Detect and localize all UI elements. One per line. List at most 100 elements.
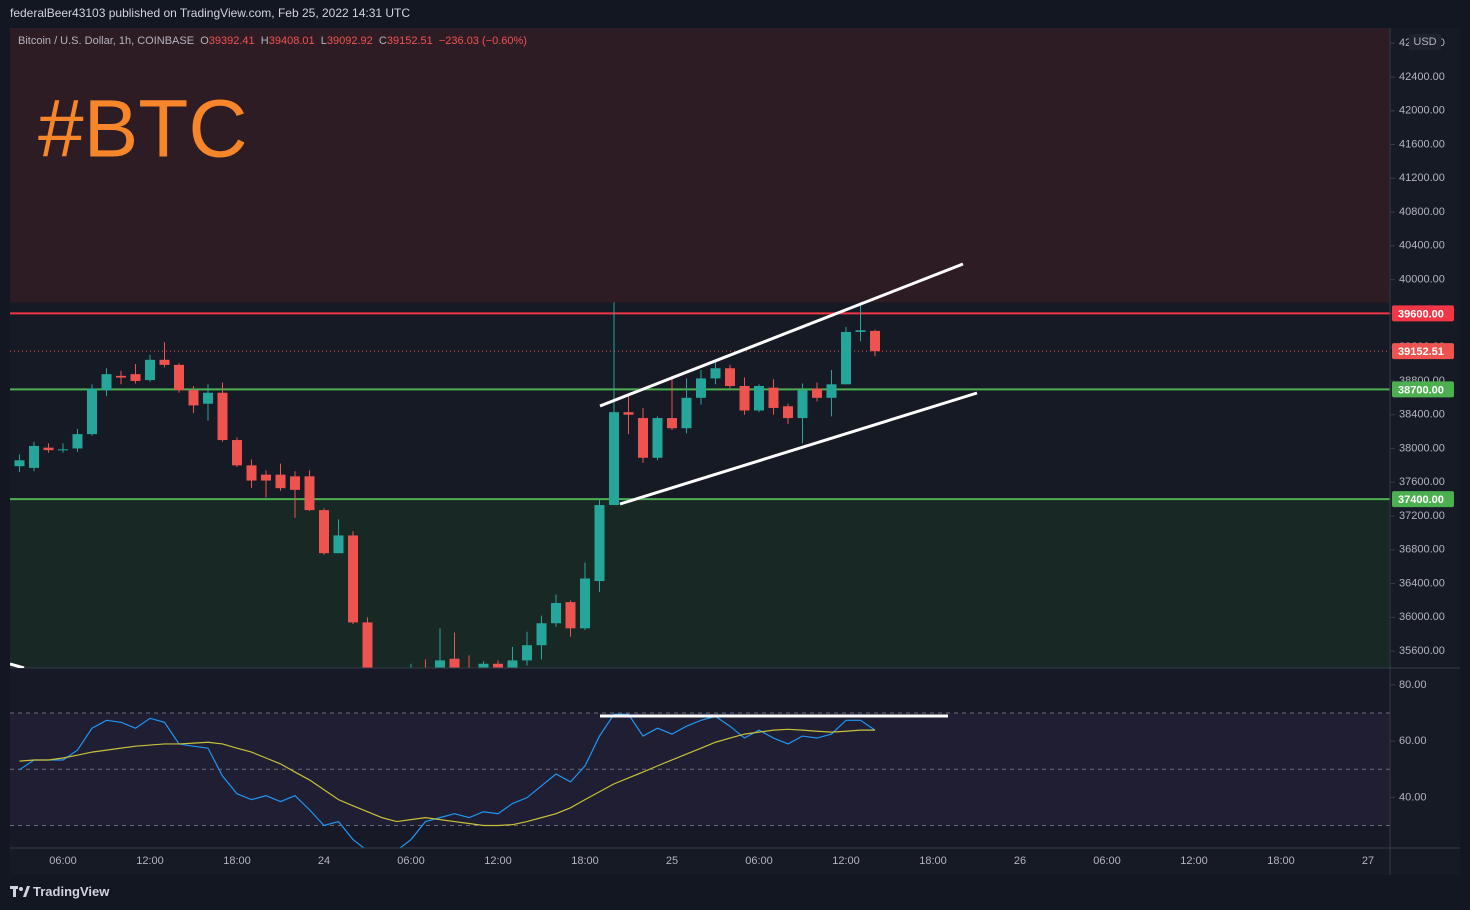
x-tick-label: 18:00 bbox=[223, 855, 251, 867]
zone bbox=[10, 28, 1390, 303]
candle-body bbox=[739, 385, 750, 411]
y-tick-label: 36400.00 bbox=[1399, 577, 1445, 589]
x-tick-label: 24 bbox=[318, 855, 330, 867]
candle-body bbox=[536, 623, 547, 646]
price-label-box bbox=[1392, 381, 1454, 398]
candle-body bbox=[130, 374, 141, 381]
candle-body bbox=[449, 658, 460, 668]
change: −236.03 (−0.60%) bbox=[438, 35, 527, 47]
candle-body bbox=[855, 330, 866, 332]
price-label-box bbox=[1392, 491, 1454, 508]
y-tick-label: 40000.00 bbox=[1399, 274, 1445, 286]
candle-body bbox=[145, 359, 155, 381]
y-tick-label: 36800.00 bbox=[1399, 544, 1445, 556]
candle-body bbox=[261, 474, 271, 481]
candle-body bbox=[188, 390, 199, 406]
candle-body bbox=[522, 645, 532, 661]
candle-body bbox=[652, 418, 663, 458]
x-tick-label: 27 bbox=[1362, 855, 1374, 867]
currency-box bbox=[1409, 34, 1441, 50]
candle-body bbox=[72, 434, 83, 449]
candle-body bbox=[232, 440, 242, 466]
candle-body bbox=[43, 447, 54, 451]
price-label: 37400.00 bbox=[1398, 494, 1444, 506]
ohlc-letter: C bbox=[378, 35, 387, 47]
y-tick-label: 40800.00 bbox=[1399, 206, 1445, 218]
candle-body bbox=[493, 663, 503, 668]
candle-body bbox=[797, 390, 808, 419]
price-label-box bbox=[1392, 343, 1454, 360]
x-tick-label: 06:00 bbox=[745, 855, 773, 867]
candle-body bbox=[623, 412, 634, 415]
indicator-line bbox=[19, 713, 876, 848]
zone bbox=[10, 499, 1390, 668]
candle-body bbox=[58, 449, 68, 451]
candle-body bbox=[594, 505, 605, 582]
x-tick-label: 18:00 bbox=[1267, 855, 1295, 867]
indicator-band bbox=[10, 713, 1390, 826]
candle-body bbox=[696, 378, 706, 398]
x-tick-label: 18:00 bbox=[571, 855, 599, 867]
candle-body bbox=[507, 660, 518, 668]
candle-body bbox=[551, 602, 561, 624]
y-tick-label: 41600.00 bbox=[1399, 138, 1445, 150]
candle-body bbox=[638, 418, 648, 458]
x-tick-label: 12:00 bbox=[832, 855, 860, 867]
y-tick-label: 36000.00 bbox=[1399, 611, 1445, 623]
x-tick-label: 06:00 bbox=[49, 855, 77, 867]
y-tick-label: 35600.00 bbox=[1399, 645, 1445, 657]
candle-body bbox=[478, 663, 489, 668]
candle-body bbox=[667, 418, 677, 429]
y-tick-label: 60.00 bbox=[1399, 735, 1427, 747]
x-tick-label: 06:00 bbox=[1093, 855, 1121, 867]
ohlc-letter: H bbox=[260, 35, 269, 47]
x-tick-label: 12:00 bbox=[136, 855, 164, 867]
candle-body bbox=[768, 387, 779, 408]
candle-body bbox=[333, 535, 344, 554]
high-value: 39408.01 bbox=[268, 35, 315, 47]
candle-body bbox=[580, 578, 590, 629]
y-tick-label: 37200.00 bbox=[1399, 510, 1445, 522]
candle-body bbox=[275, 474, 286, 489]
candle-body bbox=[246, 465, 257, 481]
header: federalBeer43103 published on TradingVie… bbox=[10, 6, 411, 20]
candle-body bbox=[362, 622, 373, 668]
price-label: 38700.00 bbox=[1398, 384, 1444, 396]
x-tick-label: 18:00 bbox=[919, 855, 947, 867]
price-label-box bbox=[1392, 305, 1454, 322]
price-label: 39152.51 bbox=[1398, 346, 1444, 358]
y-tick-label: 37600.00 bbox=[1399, 476, 1445, 488]
candle-body bbox=[348, 535, 358, 623]
candle-body bbox=[681, 397, 692, 429]
logo bbox=[10, 886, 30, 897]
close-value: 39152.51 bbox=[386, 35, 433, 47]
y-tick-label: 80.00 bbox=[1399, 679, 1427, 691]
y-tick-label: 40400.00 bbox=[1399, 240, 1445, 252]
candle-body bbox=[435, 660, 445, 668]
currency: USD bbox=[1413, 36, 1436, 48]
trend-line bbox=[599, 262, 964, 408]
annotation: #BTC bbox=[38, 84, 248, 175]
x-tick-label: 12:00 bbox=[1180, 855, 1208, 867]
open-value: 39392.41 bbox=[208, 35, 255, 47]
candle-body bbox=[217, 392, 228, 441]
candle-body bbox=[826, 384, 837, 398]
candle-body bbox=[754, 385, 764, 411]
y-tick-label: 42400.00 bbox=[1399, 71, 1445, 83]
ohlc-letter: L bbox=[320, 35, 327, 47]
legend: Bitcoin / U.S. Dollar, 1h, COINBASE O393… bbox=[18, 35, 527, 47]
x-tick-label: 06:00 bbox=[397, 855, 425, 867]
candle-body bbox=[841, 331, 851, 385]
candle-body bbox=[101, 374, 112, 391]
y-tick-label: 38400.00 bbox=[1399, 409, 1445, 421]
x-tick-label: 12:00 bbox=[484, 855, 512, 867]
candle-body bbox=[565, 602, 576, 629]
trend-line bbox=[619, 391, 978, 506]
candle-body bbox=[783, 406, 793, 419]
candle-body bbox=[290, 476, 300, 490]
trend-line bbox=[10, 662, 25, 668]
footer-brand: TradingView bbox=[33, 884, 110, 899]
candle-body bbox=[725, 368, 735, 386]
